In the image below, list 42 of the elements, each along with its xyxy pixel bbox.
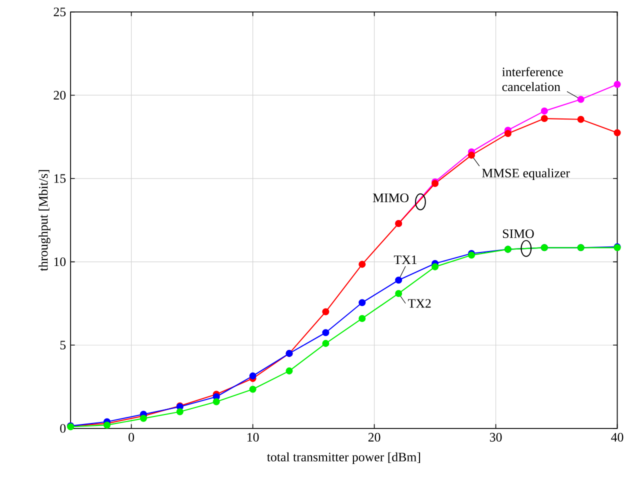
point [358,260,366,268]
y-tick-label: 0 [60,424,66,433]
x-axis-title: total transmitter power [dBm] [267,452,420,464]
point [249,372,256,380]
y-tick-label: 15 [54,174,66,183]
point [140,414,147,422]
point [286,367,293,374]
point [358,299,366,306]
point [577,96,584,103]
point [322,308,330,316]
y-tick-label: 10 [54,257,66,266]
point [577,116,584,123]
point [249,386,256,393]
x-tick-label: 20 [368,432,380,442]
x-tick-label: 0 [128,432,134,442]
annotation: SIMO [502,229,534,238]
series-label: MMSE equalizer [482,168,570,180]
point [395,290,402,297]
series-label: interference cancelation [502,67,563,92]
annotation: MIMO [372,194,409,202]
point [395,276,402,284]
x-tick-label: 30 [490,432,502,442]
point [212,398,220,406]
point [322,329,330,336]
y-tick-label: 20 [54,90,66,100]
point [358,314,366,322]
point [176,408,184,416]
series-label: TX2 [408,299,431,308]
point [614,129,621,136]
y-axis-title: throughput [Mbit/s] [38,170,50,271]
x-tick-label: 40 [611,432,624,442]
point [322,340,330,347]
series-label: TX1 [394,255,417,264]
x-tick-label: 10 [248,432,259,442]
point [504,130,512,138]
point [468,152,476,159]
point [432,263,439,270]
point [614,80,621,88]
point [540,108,548,115]
y-tick-label: 5 [60,340,66,350]
point [540,115,548,122]
y-tick-label: 25 [54,8,66,16]
